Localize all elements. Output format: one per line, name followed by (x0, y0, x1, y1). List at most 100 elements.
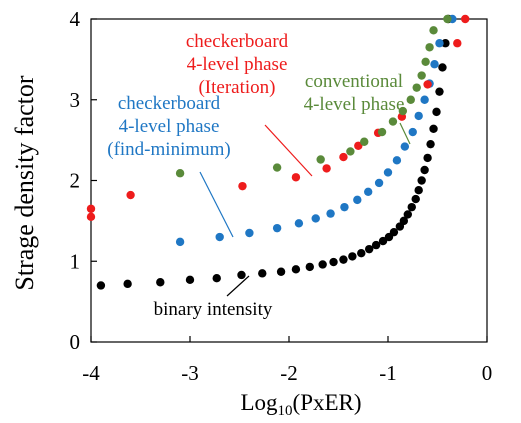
data-point-conventional (175, 169, 185, 178)
annotation-text-conventional: 4-level phase (304, 94, 405, 115)
leader-line-conventional (399, 122, 411, 145)
y-tick-label: 4 (70, 7, 81, 31)
data-point-conventional (406, 95, 415, 104)
data-point-binary (420, 165, 429, 175)
data-point-conventional (360, 137, 369, 146)
data-point-binary (96, 281, 106, 290)
data-point-findmin (272, 223, 282, 233)
data-point-binary (414, 185, 423, 195)
data-point-binary (411, 194, 420, 204)
data-point-findmin (400, 142, 410, 151)
data-point-binary (339, 255, 348, 264)
data-point-iteration (291, 173, 301, 182)
data-point-binary (435, 87, 444, 96)
x-tick-label: -4 (82, 361, 100, 385)
data-point-findmin (245, 228, 254, 238)
data-point-conventional (316, 155, 325, 164)
x-axis-label-main: Log (240, 390, 278, 415)
data-point-binary (348, 252, 357, 261)
series-binary (96, 14, 453, 290)
data-point-binary (329, 257, 338, 267)
data-point-findmin (311, 214, 320, 223)
data-point-binary (403, 210, 412, 219)
data-point-binary (305, 262, 314, 272)
leader-line-binary (226, 275, 250, 297)
data-point-binary (426, 139, 435, 149)
plot-frame (90, 18, 488, 343)
data-point-binary (378, 236, 388, 246)
data-point-binary (389, 227, 399, 237)
axis-ticks: -4 -3 -2 -1 0 0 1 2 3 4 (70, 7, 493, 385)
annotation-text-conventional: conventional (305, 71, 403, 92)
data-point-binary (432, 107, 441, 117)
data-point-iteration (86, 204, 96, 213)
x-axis-label-tail: (PxER) (293, 390, 362, 415)
leader-line-findmin (199, 171, 234, 238)
x-axis-label-subscript: 10 (278, 403, 293, 419)
data-point-conventional (398, 106, 408, 116)
data-point-binary (399, 216, 409, 226)
data-point-findmin (374, 178, 384, 188)
x-tick-label: 0 (482, 361, 493, 385)
series-conventional (175, 14, 452, 178)
annotation-binary: binary intensity (154, 275, 273, 320)
data-point-binary (417, 176, 426, 185)
data-point-findmin (430, 60, 439, 69)
data-point-binary (291, 265, 301, 274)
data-point-findmin (175, 237, 185, 247)
data-point-findmin (414, 111, 423, 121)
data-point-iteration (453, 39, 462, 48)
annotation-text-iteration: checkerboard (186, 31, 289, 52)
data-point-binary (318, 260, 327, 269)
y-tick-label: 2 (70, 169, 81, 193)
data-point-binary (371, 240, 381, 250)
data-point-conventional (272, 163, 282, 172)
data-point-binary (429, 124, 438, 134)
data-point-findmin (392, 156, 402, 165)
x-tick-label: -2 (280, 361, 298, 385)
data-point-findmin (420, 95, 429, 104)
data-point-conventional (346, 147, 355, 156)
data-point-findmin (215, 232, 224, 242)
data-point-conventional (417, 71, 426, 80)
data-point-conventional (412, 83, 421, 92)
data-point-iteration (461, 14, 470, 24)
data-point-binary (258, 269, 267, 278)
data-point-binary (357, 248, 366, 258)
data-point-iteration (126, 190, 135, 200)
data-point-binary (276, 267, 286, 276)
annotation-text-findmin: checkerboard (118, 93, 221, 114)
data-point-findmin (383, 168, 393, 177)
data-points (86, 14, 470, 290)
annotation-text-findmin: (find-minimum) (107, 139, 230, 160)
annotation-text-iteration: 4-level phase (187, 54, 288, 75)
data-point-findmin (294, 219, 304, 228)
data-point-binary (438, 63, 447, 72)
y-tick-label: 3 (70, 88, 81, 112)
y-tick-label: 1 (70, 249, 81, 273)
data-point-conventional (429, 26, 438, 35)
data-point-binary (212, 274, 221, 283)
data-point-iteration (238, 181, 247, 191)
data-point-findmin (435, 39, 444, 48)
data-point-iteration (423, 80, 432, 89)
annotation-text-findmin: 4-level phase (119, 116, 220, 137)
data-point-iteration (322, 164, 331, 173)
data-point-conventional (425, 43, 434, 52)
data-point-iteration (354, 141, 363, 150)
data-point-binary (185, 275, 195, 285)
x-tick-label: -1 (379, 361, 397, 385)
y-tick-label: 0 (70, 330, 81, 354)
data-point-conventional (443, 14, 452, 24)
data-point-binary (441, 39, 450, 48)
data-point-binary (123, 279, 132, 289)
leader-line-iteration (264, 124, 313, 177)
annotation-text-iteration: (Iteration) (198, 77, 275, 98)
data-point-binary (407, 202, 416, 212)
data-point-findmin (340, 202, 349, 212)
